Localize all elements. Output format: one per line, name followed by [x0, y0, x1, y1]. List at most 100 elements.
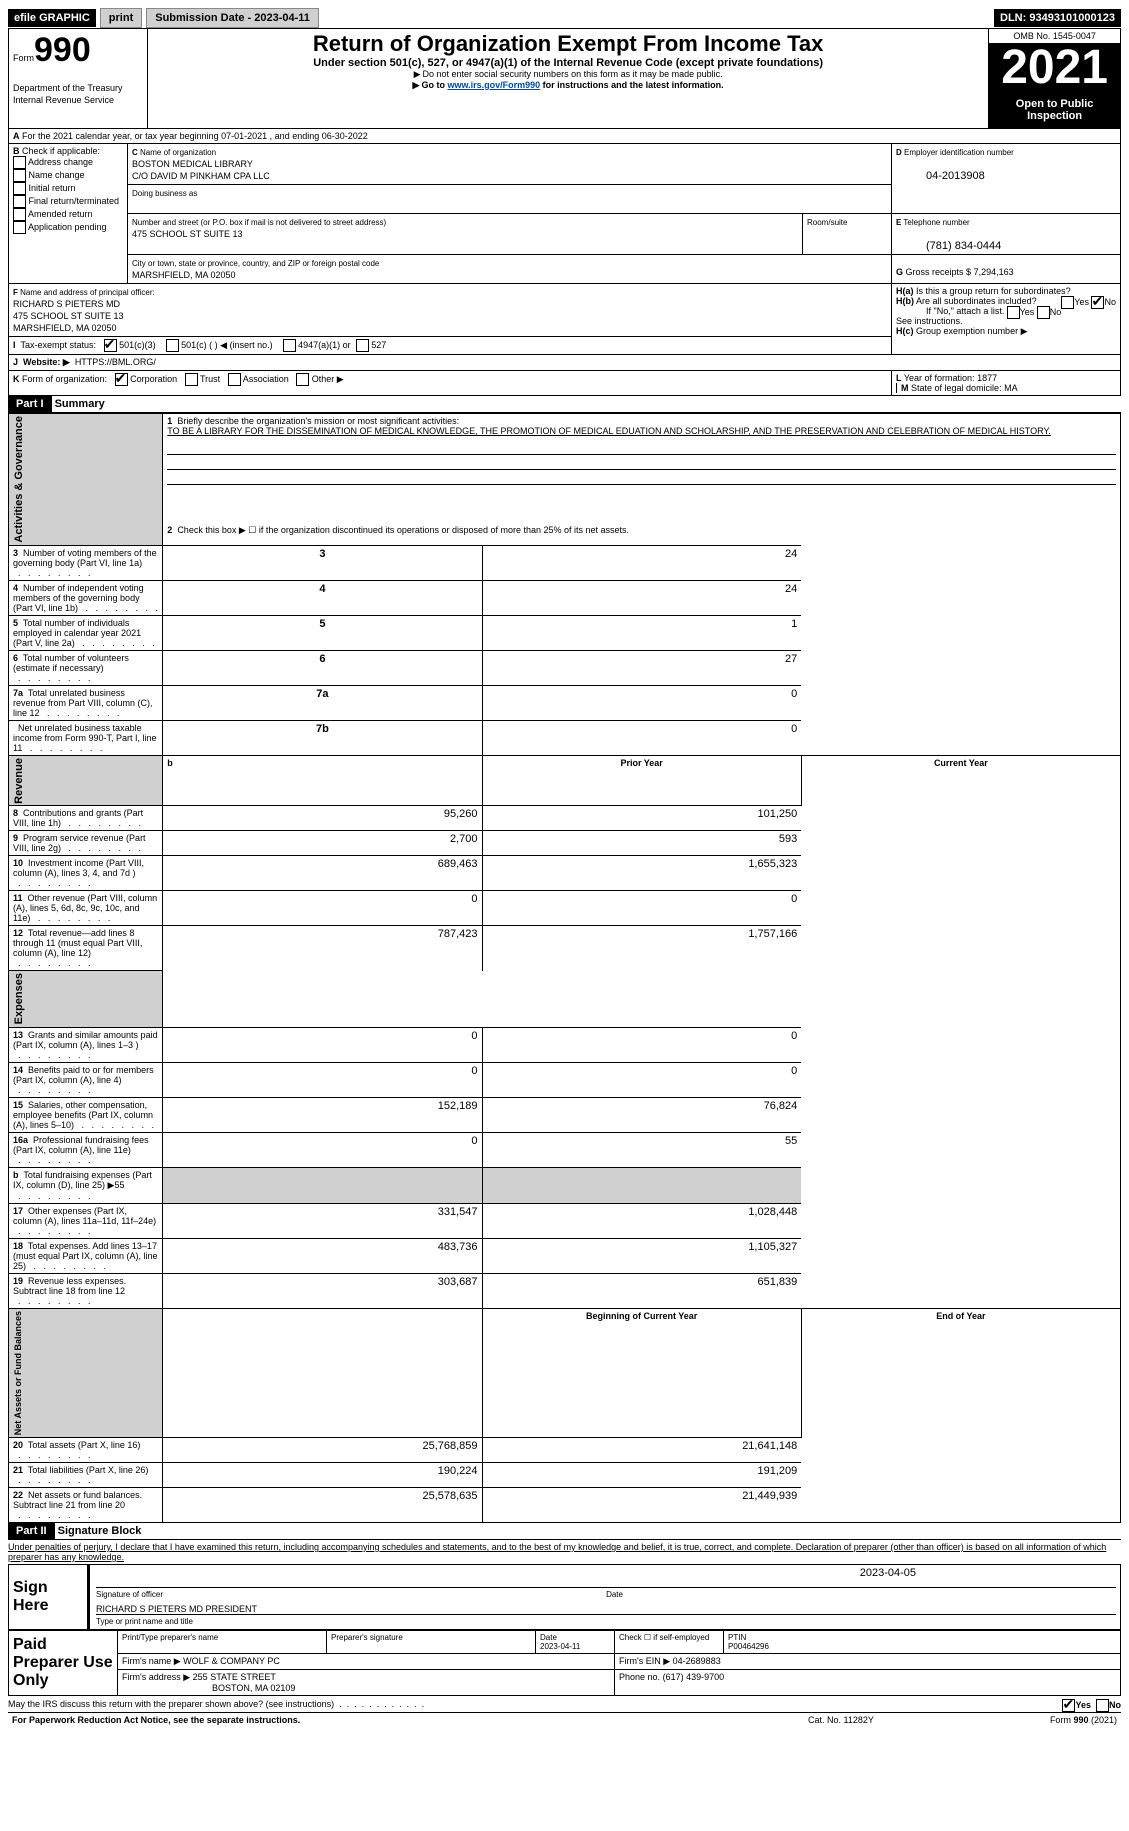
form-org-lbl: Form of organization: — [22, 374, 107, 384]
print-button[interactable]: print — [100, 8, 142, 28]
sign-here-lbl: Sign Here — [9, 1565, 89, 1630]
form990-link[interactable]: www.irs.gov/Form990 — [447, 80, 540, 90]
gov-side-label: Activities & Governance — [13, 416, 25, 543]
room-lbl: Room/suite — [807, 218, 847, 227]
addr-lbl: Number and street (or P.O. box if mail i… — [132, 218, 386, 227]
check-if-list: Address change Name change Initial retur… — [13, 157, 119, 232]
pp-date: 2023-04-11 — [540, 1642, 580, 1651]
goto-pre: Go to — [421, 80, 447, 90]
firm-ein-lbl: Firm's EIN ▶ — [619, 1656, 670, 1666]
discuss-no-cb[interactable] — [1096, 1699, 1109, 1712]
tax-status-lbl: Tax-exempt status: — [21, 340, 97, 350]
cat-no: Cat. No. 11282Y — [749, 1713, 934, 1727]
foot: Form 990 (2021) — [933, 1713, 1121, 1727]
city-val: MARSHFIELD, MA 02050 — [132, 270, 236, 280]
header-block: Form990 Department of the Treasury Inter… — [8, 28, 1121, 129]
firm-addr1: 255 STATE STREET — [193, 1672, 276, 1682]
firm-addr-lbl: Firm's address ▶ — [122, 1672, 190, 1682]
ein-val: 04-2013908 — [896, 170, 985, 182]
ha-text: Is this a group return for subordinates? — [916, 286, 1071, 296]
top-bar: efile GRAPHIC print Submission Date - 20… — [8, 8, 1121, 28]
phone-lbl: Phone no. — [619, 1672, 660, 1682]
discuss-lbl: May the IRS discuss this return with the… — [8, 1699, 334, 1709]
ptin: P00464296 — [728, 1642, 769, 1651]
pp-name-lbl: Print/Type preparer's name — [118, 1631, 327, 1654]
corp-cb[interactable] — [115, 373, 128, 386]
firm-ein: 04-2689883 — [673, 1656, 721, 1666]
q2: Check this box ▶ ☐ if the organization d… — [177, 525, 629, 535]
firm-name-lbl: Firm's name ▶ — [122, 1656, 181, 1666]
sig-lbl: Signature of officer — [96, 1590, 163, 1599]
preparer-block: Paid Preparer Use Only Print/Type prepar… — [8, 1630, 1121, 1696]
4947-cb[interactable] — [283, 339, 296, 352]
irs-label: Internal Revenue Service — [13, 95, 114, 105]
paperwork: For Paperwork Reduction Act Notice, see … — [8, 1713, 749, 1727]
officer-l1: RICHARD S PIETERS MD — [13, 299, 120, 309]
ha-yes-cb[interactable] — [1061, 296, 1074, 309]
hc-text: Group exemption number ▶ — [916, 326, 1027, 336]
org-name-1: BOSTON MEDICAL LIBRARY — [132, 159, 253, 169]
part2-header: Part II Signature Block — [8, 1523, 1121, 1540]
year-val: 1877 — [977, 373, 997, 383]
b-label: Check if applicable: — [22, 146, 100, 156]
firm-name: WOLF & COMPANY PC — [183, 1656, 280, 1666]
return-title: Return of Organization Exempt From Incom… — [152, 31, 984, 57]
dba-lbl: Doing business as — [132, 189, 197, 198]
501c3-cb[interactable] — [104, 339, 117, 352]
officer-l2: 475 SCHOOL ST SUITE 13 — [13, 311, 124, 321]
city-lbl: City or town, state or province, country… — [132, 259, 379, 268]
exp-side-label: Expenses — [13, 973, 25, 1024]
name-lbl: Type or print name and title — [96, 1617, 193, 1626]
527-cb[interactable] — [356, 339, 369, 352]
phone-val: (617) 439-9700 — [663, 1672, 725, 1682]
discuss-yes-cb[interactable] — [1062, 1699, 1075, 1712]
officer-name: RICHARD S PIETERS MD PRESIDENT — [96, 1604, 1116, 1615]
net-side-label: Net Assets or Fund Balances — [13, 1311, 23, 1435]
ein-lbl: Employer identification number — [904, 148, 1014, 157]
pp-sig-lbl: Preparer's signature — [327, 1631, 536, 1654]
prior-year-hdr: Prior Year — [482, 755, 801, 806]
tax-year: 2021 — [989, 44, 1120, 92]
dln-label: DLN: 93493101000123 — [994, 9, 1121, 27]
rev-side-label: Revenue — [13, 758, 25, 804]
efile-label: efile GRAPHIC — [8, 9, 96, 27]
year-lbl: Year of formation: — [904, 373, 975, 383]
mission-text: TO BE A LIBRARY FOR THE DISSEMINATION OF… — [167, 426, 1051, 436]
c-name-lbl: Name of organization — [140, 148, 216, 157]
website-lbl: Website: ▶ — [23, 357, 70, 367]
other-cb[interactable] — [296, 373, 309, 386]
subhead-1: Under section 501(c), 527, or 4947(a)(1)… — [152, 57, 984, 69]
period-line: For the 2021 calendar year, or tax year … — [22, 131, 368, 141]
hb-no-cb[interactable] — [1037, 306, 1050, 319]
hb-note: If "No," attach a list. See instructions… — [896, 306, 1004, 326]
sign-block: Sign Here 2023-04-05 Signature of office… — [8, 1564, 1121, 1630]
trust-cb[interactable] — [185, 373, 198, 386]
gross-val: 7,294,163 — [974, 267, 1014, 277]
officer-l3: MARSHFIELD, MA 02050 — [13, 323, 117, 333]
end-year-hdr: End of Year — [801, 1308, 1120, 1437]
sig-date: 2023-04-05 — [860, 1567, 916, 1579]
firm-addr2: BOSTON, MA 02109 — [122, 1683, 295, 1693]
ha-no-cb[interactable] — [1091, 296, 1104, 309]
tel-lbl: Telephone number — [903, 218, 969, 227]
state-val: MA — [1004, 383, 1018, 393]
declaration: Under penalties of perjury, I declare th… — [8, 1540, 1121, 1564]
beg-year-hdr: Beginning of Current Year — [482, 1308, 801, 1437]
hb-yes-cb[interactable] — [1007, 306, 1020, 319]
501c-cb[interactable] — [166, 339, 179, 352]
submission-date-button[interactable]: Submission Date - 2023-04-11 — [146, 8, 319, 28]
goto-post: for instructions and the latest informat… — [540, 80, 724, 90]
assoc-cb[interactable] — [228, 373, 241, 386]
info-block: A For the 2021 calendar year, or tax yea… — [8, 129, 1121, 396]
tel-val: (781) 834-0444 — [896, 240, 1001, 252]
state-lbl: State of legal domicile: — [911, 383, 1002, 393]
form-label: Form — [13, 53, 34, 63]
summary-table: Activities & Governance 1 Briefly descri… — [8, 413, 1121, 1523]
subhead-2: Do not enter social security numbers on … — [152, 69, 984, 80]
q1: Briefly describe the organization's miss… — [177, 416, 459, 426]
hb-text: Are all subordinates included? — [916, 296, 1037, 306]
org-name-2: C/O DAVID M PINKHAM CPA LLC — [132, 171, 270, 181]
website-val: HTTPS://BML.ORG/ — [75, 357, 156, 367]
part1-header: Part I Summary — [8, 396, 1121, 413]
gross-lbl: Gross receipts $ — [906, 267, 972, 277]
